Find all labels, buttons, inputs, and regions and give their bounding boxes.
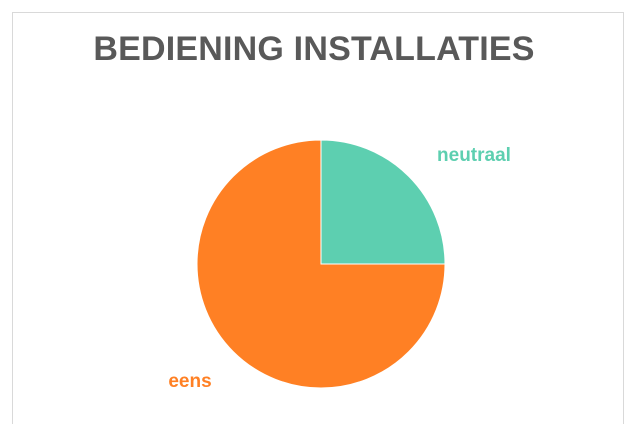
data-label-neutraal: neutraal	[437, 145, 511, 166]
data-label-eens: eens	[168, 371, 211, 392]
chart-title: BEDIENING INSTALLATIES	[93, 30, 535, 68]
pie-slice-neutraal	[320, 139, 446, 265]
pie-slice-eens	[196, 139, 446, 389]
